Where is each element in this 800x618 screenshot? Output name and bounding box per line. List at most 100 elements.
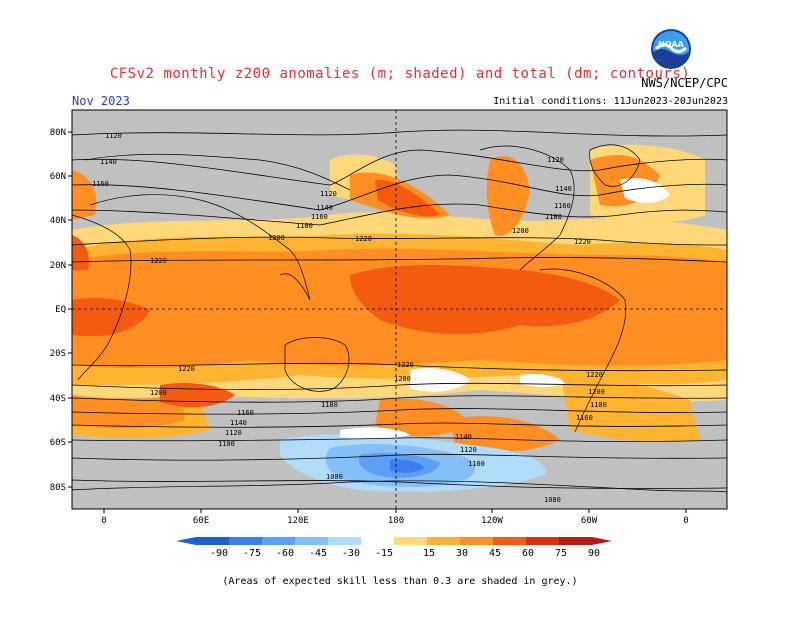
latitude-axis: 80N 60N 40N 20N EQ 20S 40S 60S 80S	[50, 128, 72, 493]
colorbar-label: 75	[555, 548, 567, 559]
colorbar-segment	[394, 537, 427, 545]
colorbar-segment	[262, 537, 295, 545]
contour-label: 1140	[100, 158, 117, 166]
colorbar-label: -60	[276, 548, 294, 559]
anomaly-60-75	[72, 298, 150, 337]
anomaly-45-60	[72, 170, 97, 220]
contour-line	[72, 422, 727, 428]
contour-label: 1140	[316, 204, 333, 212]
lon-label: 0	[683, 516, 688, 526]
anomaly-near-zero	[620, 178, 670, 203]
contour-label: 1080	[544, 496, 561, 504]
lat-label: 60S	[50, 438, 66, 448]
contour-line	[72, 203, 727, 226]
anomaly-45-60	[72, 395, 185, 429]
anomaly-45-60	[486, 156, 530, 236]
contour-label: 1220	[355, 235, 372, 243]
contour-lines	[72, 129, 727, 489]
colorbar-label: 90	[588, 548, 600, 559]
contour-label: 1140	[455, 433, 472, 441]
contour-line	[72, 257, 727, 263]
coastline-antarctica	[72, 480, 727, 493]
coastlines	[72, 144, 727, 493]
anomaly-minus-60-75	[390, 459, 425, 473]
colorbar-segment	[493, 537, 526, 545]
contour-line	[72, 408, 727, 415]
anomaly-45-60	[375, 398, 470, 437]
anomaly-30-45	[560, 370, 700, 442]
contour-label: 1220	[150, 257, 167, 265]
contour-label: 1200	[512, 227, 529, 235]
lon-label: 60W	[581, 516, 598, 526]
initial-conditions: Initial conditions: 11Jun2023-20Jun2023	[493, 96, 728, 107]
contour-line	[72, 362, 727, 372]
contour-label: 1120	[105, 132, 122, 140]
colorbar: -90 -75 -60 -45 -30 -15 15 30 45 60 75 90	[176, 537, 612, 559]
lat-label: 40N	[50, 216, 66, 226]
contour-line	[72, 236, 727, 246]
contour-label: 1220	[586, 371, 603, 379]
forecast-month: Nov 2023	[72, 94, 130, 108]
colorbar-segment	[229, 537, 262, 545]
colorbar-label: -15	[375, 548, 393, 559]
contour-line	[72, 453, 727, 461]
contour-label: 1120	[225, 429, 242, 437]
colorbar-label: -45	[309, 548, 327, 559]
lon-label: 120W	[481, 516, 503, 526]
contour-line	[72, 129, 727, 137]
coastline-greenland	[589, 144, 641, 187]
colorbar-segment	[526, 537, 559, 545]
colorbar-label: -90	[210, 548, 228, 559]
lon-label: 180	[388, 516, 404, 526]
coastline-south-america	[539, 268, 627, 433]
contour-label: 1160	[311, 213, 328, 221]
contour-line	[72, 395, 727, 403]
contour-label: 1200	[268, 234, 285, 242]
colorbar-segment	[328, 537, 361, 545]
colorbar-arrow-right	[592, 537, 612, 545]
noaa-logo: NOAA	[650, 28, 692, 70]
contour-label: 1180	[590, 401, 607, 409]
lon-label: 0	[101, 516, 106, 526]
colorbar-segment	[427, 537, 460, 545]
chart-title: CFSv2 monthly z200 anomalies (m; shaded)…	[109, 66, 691, 82]
contour-label: 1080	[326, 473, 343, 481]
contour-label: 1180	[545, 213, 562, 221]
contour-line	[72, 174, 727, 211]
contour-label: 1200	[150, 389, 167, 397]
skill-footnote: (Areas of expected skill less than 0.3 a…	[222, 576, 578, 587]
anomaly-60-75	[375, 179, 440, 217]
anomaly-60-75	[350, 265, 620, 335]
colorbar-segment	[196, 537, 229, 545]
colorbar-label: -30	[342, 548, 360, 559]
contour-label: 1120	[320, 190, 337, 198]
contour-label: 1100	[218, 440, 235, 448]
contour-label: 1220	[178, 365, 195, 373]
coastline-north-america	[479, 145, 575, 271]
contour-label: 1200	[588, 388, 605, 396]
coastline-australia	[284, 337, 350, 392]
contour-label: 1160	[237, 409, 254, 417]
colorbar-label: 15	[423, 548, 435, 559]
coastline-eurasia	[89, 194, 311, 301]
lat-label: EQ	[55, 305, 66, 315]
contour-label: 1180	[321, 401, 338, 409]
contour-label: 1200	[394, 375, 411, 383]
contour-label: 1160	[554, 202, 571, 210]
colorbar-label: 30	[456, 548, 468, 559]
colorbar-segment	[559, 537, 592, 545]
lon-label: 60E	[193, 516, 209, 526]
contour-line	[72, 149, 727, 186]
colorbar-segment	[295, 537, 328, 545]
contour-label: 1100	[468, 460, 485, 468]
contour-line	[72, 382, 727, 390]
contour-line	[72, 479, 727, 489]
colorbar-label: 60	[522, 548, 534, 559]
contour-label: 1120	[460, 446, 477, 454]
contour-label: 1160	[92, 180, 109, 188]
lat-label: 60N	[50, 172, 66, 182]
longitude-axis: 0 60E 120E 180 120W 60W 0	[101, 509, 689, 526]
coastline-eurasia-north	[84, 153, 351, 191]
contour-labels: 1120 1140 1160 1120 1140 1160 1180 1200 …	[92, 132, 607, 504]
contour-label: 1140	[555, 185, 572, 193]
